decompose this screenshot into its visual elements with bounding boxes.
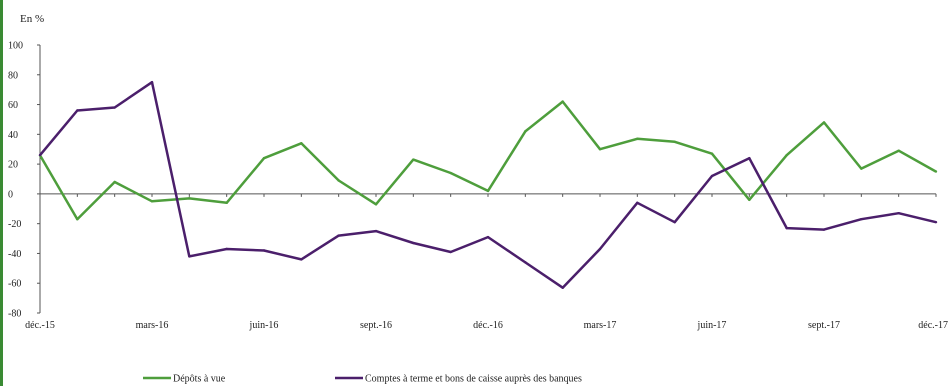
series-layer [38,80,938,289]
data-point [262,249,266,252]
x-tick-label: mars-17 [584,320,617,331]
data-point [225,201,228,205]
data-point [636,137,639,140]
data-point [710,152,714,155]
data-point [188,197,191,200]
y-tick-label: -20 [8,219,21,230]
y-tick-label: -60 [8,279,21,290]
data-point [374,229,378,233]
legend: Dépôts à vue Comptes à terme et bons de c… [143,374,582,385]
data-point [188,255,191,258]
data-point [860,167,863,170]
data-point [225,247,228,251]
data-point [412,158,415,161]
data-point [673,220,676,224]
data-point [822,228,826,231]
data-point [76,218,79,221]
data-point [785,153,788,157]
data-point [598,247,602,251]
y-tick-label: 100 [8,41,23,52]
data-point [785,226,788,230]
y-tick-label: 40 [8,130,18,141]
data-point [748,198,751,202]
data-point [897,149,900,152]
data-point [934,220,938,224]
y-tick-label: 80 [8,70,18,81]
data-point [374,203,378,206]
data-point [860,218,863,221]
data-point [561,286,564,289]
x-tick-label: juin-17 [697,320,727,331]
data-point [150,200,154,203]
data-point [486,235,490,239]
x-tick-label: déc.-17 [918,320,948,331]
data-point [636,201,639,205]
data-point [897,212,900,215]
data-point [673,140,676,143]
data-point [150,81,154,84]
legend-label: Dépôts à vue [173,374,226,385]
data-point [113,180,116,184]
y-axis: 100 80 60 40 20 0 -20 -40 -60 -80 [8,41,41,320]
y-unit-label: En % [20,13,44,25]
data-point [449,250,452,254]
y-tick-label: 60 [8,100,18,111]
data-point [748,156,751,160]
y-tick-label: 0 [8,189,13,200]
data-point [934,170,938,173]
data-point [300,258,303,261]
x-tick-label: déc.-16 [473,320,503,331]
y-tick-label: -40 [8,249,21,260]
y-tick-label: -80 [8,309,21,320]
data-point [113,106,116,109]
data-point [337,234,340,237]
series-line-1 [38,100,937,221]
x-tick-label: juin-16 [249,320,279,331]
data-point [38,153,42,157]
data-point [561,100,564,103]
data-point [524,261,527,264]
data-point [300,142,303,145]
data-point [598,148,602,151]
data-point [449,171,452,175]
data-point [262,156,266,160]
data-point [76,109,79,112]
legend-label: Comptes à terme et bons de caisse auprès… [365,374,582,385]
data-point [412,241,415,245]
x-tick-label: sept.-16 [360,320,392,331]
x-axis: déc.-15 mars-16 juin-16 sept.-16 déc.-16 mars… [25,193,948,331]
x-tick-label: mars-16 [136,320,169,331]
x-tick-label: déc.-15 [25,320,55,331]
data-point [337,179,340,182]
y-tick-label: 20 [8,160,18,171]
data-point [486,189,490,193]
data-point [710,174,714,178]
left-border-rule [0,0,3,386]
data-point [524,130,527,133]
x-tick-label: sept.-17 [808,320,840,331]
series-line-2 [39,80,937,289]
data-point [822,121,826,124]
